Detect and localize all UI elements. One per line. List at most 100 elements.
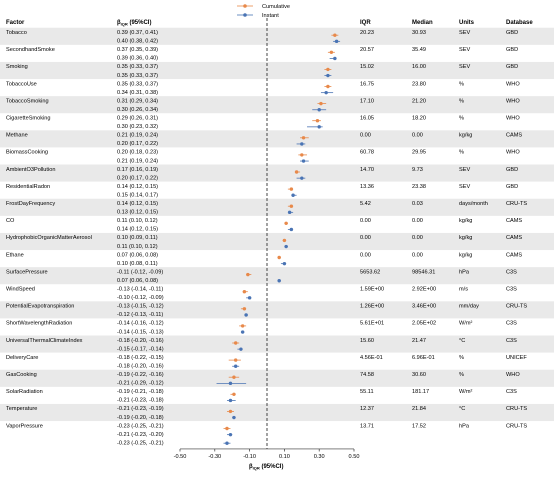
beta-instant: 0.15 (0.14, 0.17) bbox=[117, 192, 158, 198]
database-value: C3S bbox=[506, 287, 517, 293]
iqr-value: 17.10 bbox=[360, 98, 374, 104]
row-band bbox=[0, 61, 554, 80]
units-value: hPa bbox=[459, 269, 470, 275]
beta-cumulative: 0.07 (0.06, 0.08) bbox=[117, 252, 158, 258]
point-instant bbox=[300, 176, 304, 180]
iqr-value: 55.11 bbox=[360, 389, 374, 395]
point-instant bbox=[300, 142, 304, 146]
point-instant bbox=[244, 313, 248, 317]
factor-name: Tobacco bbox=[6, 30, 27, 36]
median-value: 29.95 bbox=[412, 150, 426, 156]
database-value: GBD bbox=[506, 30, 518, 36]
header-median: Median bbox=[412, 20, 433, 26]
database-value: C3S bbox=[506, 321, 517, 327]
beta-instant: -0.18 (-0.20, -0.16) bbox=[117, 363, 164, 369]
units-value: % bbox=[459, 150, 464, 156]
row-band bbox=[0, 130, 554, 148]
row-band bbox=[0, 232, 554, 251]
median-value: 30.93 bbox=[412, 30, 426, 36]
point-instant bbox=[284, 244, 288, 249]
beta-cumulative: 0.17 (0.16, 0.19) bbox=[117, 167, 158, 173]
point-cumulative bbox=[301, 136, 306, 140]
beta-instant: 0.40 (0.38, 0.42) bbox=[117, 39, 158, 45]
beta-cumulative: -0.21 (-0.23, -0.19) bbox=[117, 406, 164, 412]
database-value: CRU-TS bbox=[506, 201, 527, 207]
point-cumulative bbox=[277, 255, 281, 260]
point-cumulative bbox=[232, 392, 236, 396]
factor-name: TobaccoUse bbox=[6, 81, 37, 87]
point-instant bbox=[233, 364, 238, 368]
point-cumulative bbox=[319, 101, 323, 106]
units-value: SEV bbox=[459, 64, 470, 70]
legend-instant-marker bbox=[243, 13, 247, 17]
beta-cumulative: 0.10 (0.09, 0.11) bbox=[117, 235, 158, 241]
header-factor: Factor bbox=[6, 20, 25, 26]
point-instant bbox=[301, 159, 306, 163]
row-band bbox=[0, 198, 554, 216]
beta-cumulative: -0.18 (-0.22, -0.15) bbox=[117, 355, 164, 361]
units-value: SEV bbox=[459, 47, 470, 53]
beta-instant: -0.15 (-0.17, -0.14) bbox=[117, 346, 164, 352]
point-instant bbox=[326, 73, 330, 78]
header-iqr: IQR bbox=[360, 20, 371, 26]
point-cumulative bbox=[326, 67, 330, 72]
x-tick-label: 0.50 bbox=[349, 454, 360, 460]
beta-cumulative: -0.19 (-0.22, -0.16) bbox=[117, 372, 164, 378]
factor-name: DeliveryCare bbox=[6, 355, 38, 361]
row-bands bbox=[0, 27, 554, 422]
median-value: 0.00 bbox=[412, 252, 423, 258]
row-band bbox=[0, 164, 554, 182]
iqr-value: 15.60 bbox=[360, 338, 374, 344]
median-value: 21.20 bbox=[412, 98, 426, 104]
x-axis-label: βIQR (95%CI) bbox=[249, 464, 283, 471]
beta-cumulative: 0.11 (0.10, 0.12) bbox=[117, 218, 158, 224]
median-value: 35.49 bbox=[412, 47, 426, 53]
beta-instant: -0.23 (-0.25, -0.21) bbox=[117, 440, 164, 446]
units-value: % bbox=[459, 81, 464, 87]
point-instant bbox=[334, 39, 339, 44]
point-instant bbox=[317, 125, 321, 129]
beta-instant: 0.11 (0.10, 0.12) bbox=[117, 244, 158, 250]
point-cumulative bbox=[232, 375, 236, 379]
units-value: °C bbox=[459, 406, 465, 412]
point-instant bbox=[277, 279, 281, 283]
beta-instant: -0.14 (-0.15, -0.13) bbox=[117, 329, 164, 335]
point-cumulative bbox=[242, 290, 247, 294]
point-cumulative bbox=[282, 238, 287, 243]
iqr-value: 4.56E-01 bbox=[360, 355, 383, 361]
beta-cumulative: -0.13 (-0.15, -0.12) bbox=[117, 304, 164, 310]
beta-instant: 0.39 (0.36, 0.40) bbox=[117, 56, 158, 62]
beta-instant: 0.30 (0.26, 0.34) bbox=[117, 107, 158, 113]
factor-name: TobaccoSmoking bbox=[6, 98, 49, 104]
beta-cumulative: -0.11 (-0.12, -0.09) bbox=[117, 269, 163, 275]
units-value: SEV bbox=[459, 184, 470, 190]
row-band bbox=[0, 96, 554, 114]
iqr-value: 14.70 bbox=[360, 167, 374, 173]
point-instant bbox=[247, 296, 252, 300]
median-value: 16.00 bbox=[412, 64, 426, 70]
units-value: % bbox=[459, 116, 464, 122]
beta-cumulative: 0.14 (0.12, 0.15) bbox=[117, 184, 158, 190]
point-instant bbox=[225, 441, 229, 445]
beta-instant: -0.12 (-0.13, -0.11) bbox=[117, 312, 163, 318]
beta-cumulative: 0.39 (0.37, 0.41) bbox=[117, 30, 158, 36]
point-cumulative bbox=[315, 119, 320, 123]
database-value: C3S bbox=[506, 269, 517, 275]
beta-cumulative: 0.14 (0.12, 0.15) bbox=[117, 201, 158, 207]
iqr-value: 0.00 bbox=[360, 252, 371, 258]
point-cumulative bbox=[228, 409, 233, 414]
median-value: 2.92E+00 bbox=[412, 287, 436, 293]
beta-cumulative: 0.20 (0.18, 0.23) bbox=[117, 150, 158, 156]
factor-name: ShortWavelengthRadiation bbox=[6, 321, 72, 327]
beta-instant: 0.07 (0.06, 0.08) bbox=[117, 278, 158, 284]
factor-name: SecondhandSmoke bbox=[6, 47, 55, 53]
beta-cumulative: -0.19 (-0.21, -0.18) bbox=[117, 389, 164, 395]
factor-name: Smoking bbox=[6, 64, 28, 70]
point-cumulative bbox=[289, 204, 294, 208]
factor-name: FrostDayFrequency bbox=[6, 201, 55, 207]
iqr-value: 13.36 bbox=[360, 184, 374, 190]
factor-name: AmbientO3Pollution bbox=[6, 167, 55, 173]
median-value: 21.47 bbox=[412, 338, 426, 344]
point-cumulative bbox=[242, 307, 247, 311]
